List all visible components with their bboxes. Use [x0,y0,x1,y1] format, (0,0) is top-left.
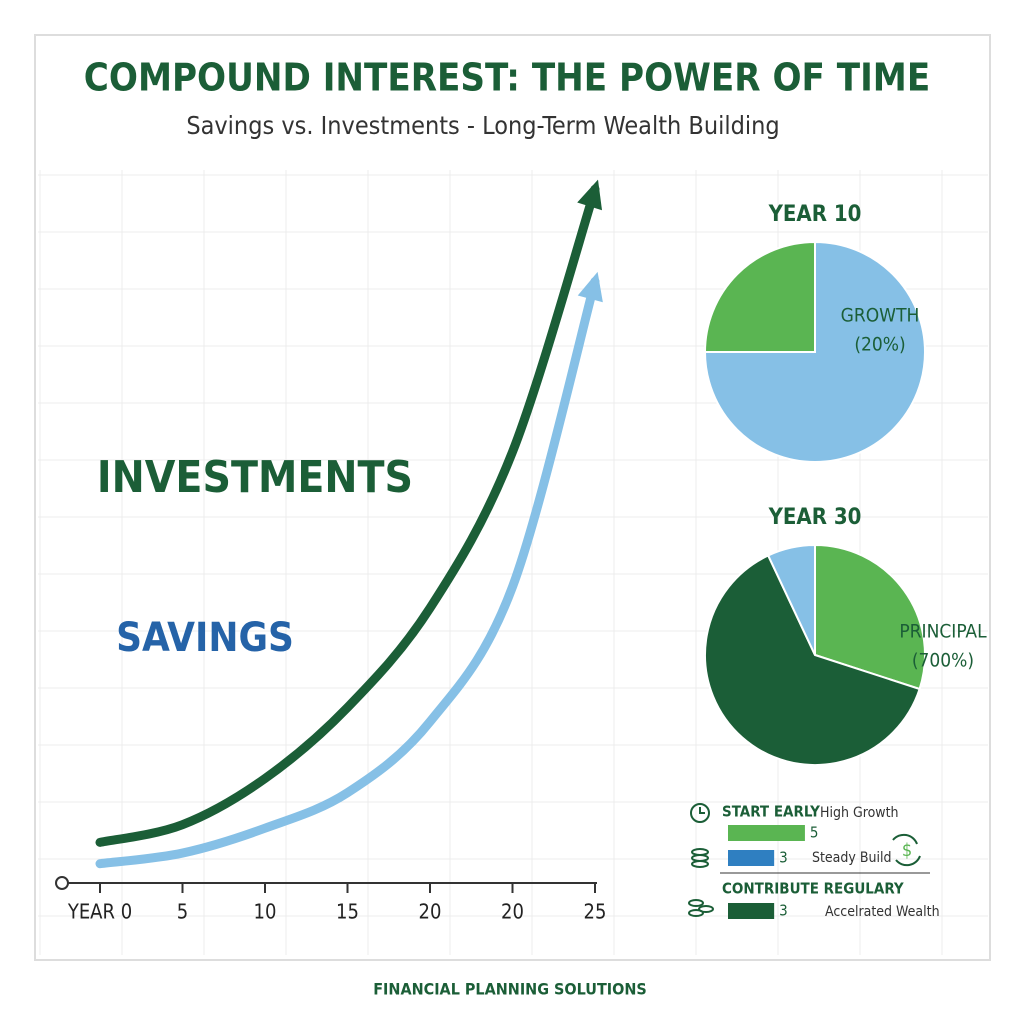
x-tick-label: 5 [177,900,188,924]
bar-value: 3 [779,849,788,867]
axis-origin [55,876,69,890]
x-tick-label: 20 [501,900,524,924]
x-tick-label: 20 [419,900,442,924]
pie-slice [703,240,816,353]
x-tick-label: 10 [254,900,277,924]
pie-label: (20%) [854,334,905,356]
series-line [95,277,600,869]
legend-title: START EARLY [722,803,820,821]
frame [34,34,991,961]
legend-note: Steady Build [812,850,891,866]
title: COMPOUND INTEREST: THE POWER OF TIME [84,56,930,100]
series-label: INVESTMENTS [97,452,413,503]
legend-title: CONTRIBUTE REGULARY [722,880,904,898]
series-line [95,184,600,847]
legend-icons: $ [688,803,921,917]
pie-title: YEAR 10 [768,202,862,227]
legend-bar [728,850,775,866]
bar-value: 5 [810,824,819,842]
bar-value: 3 [779,902,788,920]
pie-slice [814,543,926,691]
legend-bar [728,825,805,841]
svg-text:$: $ [902,840,912,861]
arrow-head [577,271,603,303]
legend-note: High Growth [820,805,899,821]
x-tick-label: 15 [336,900,359,924]
arrow-head [577,179,603,211]
pie-slice [704,554,921,766]
subtitle: Savings vs. Investments - Long-Term Weal… [186,111,779,140]
legend-note: Accelrated Wealth [825,904,940,920]
legend-bar [728,903,775,919]
pie-slice [766,543,816,656]
pie-label: PRINCIPAL [899,621,987,643]
x-tick-label: 25 [584,900,607,924]
pie-title: YEAR 30 [768,505,862,530]
x-tick-label: YEAR 0 [67,900,132,924]
pie-label: GROWTH [841,305,920,327]
series-label: SAVINGS [116,615,294,661]
pie-label: (700%) [912,650,974,672]
footer: FINANCIAL PLANNING SOLUTIONS [373,980,647,999]
